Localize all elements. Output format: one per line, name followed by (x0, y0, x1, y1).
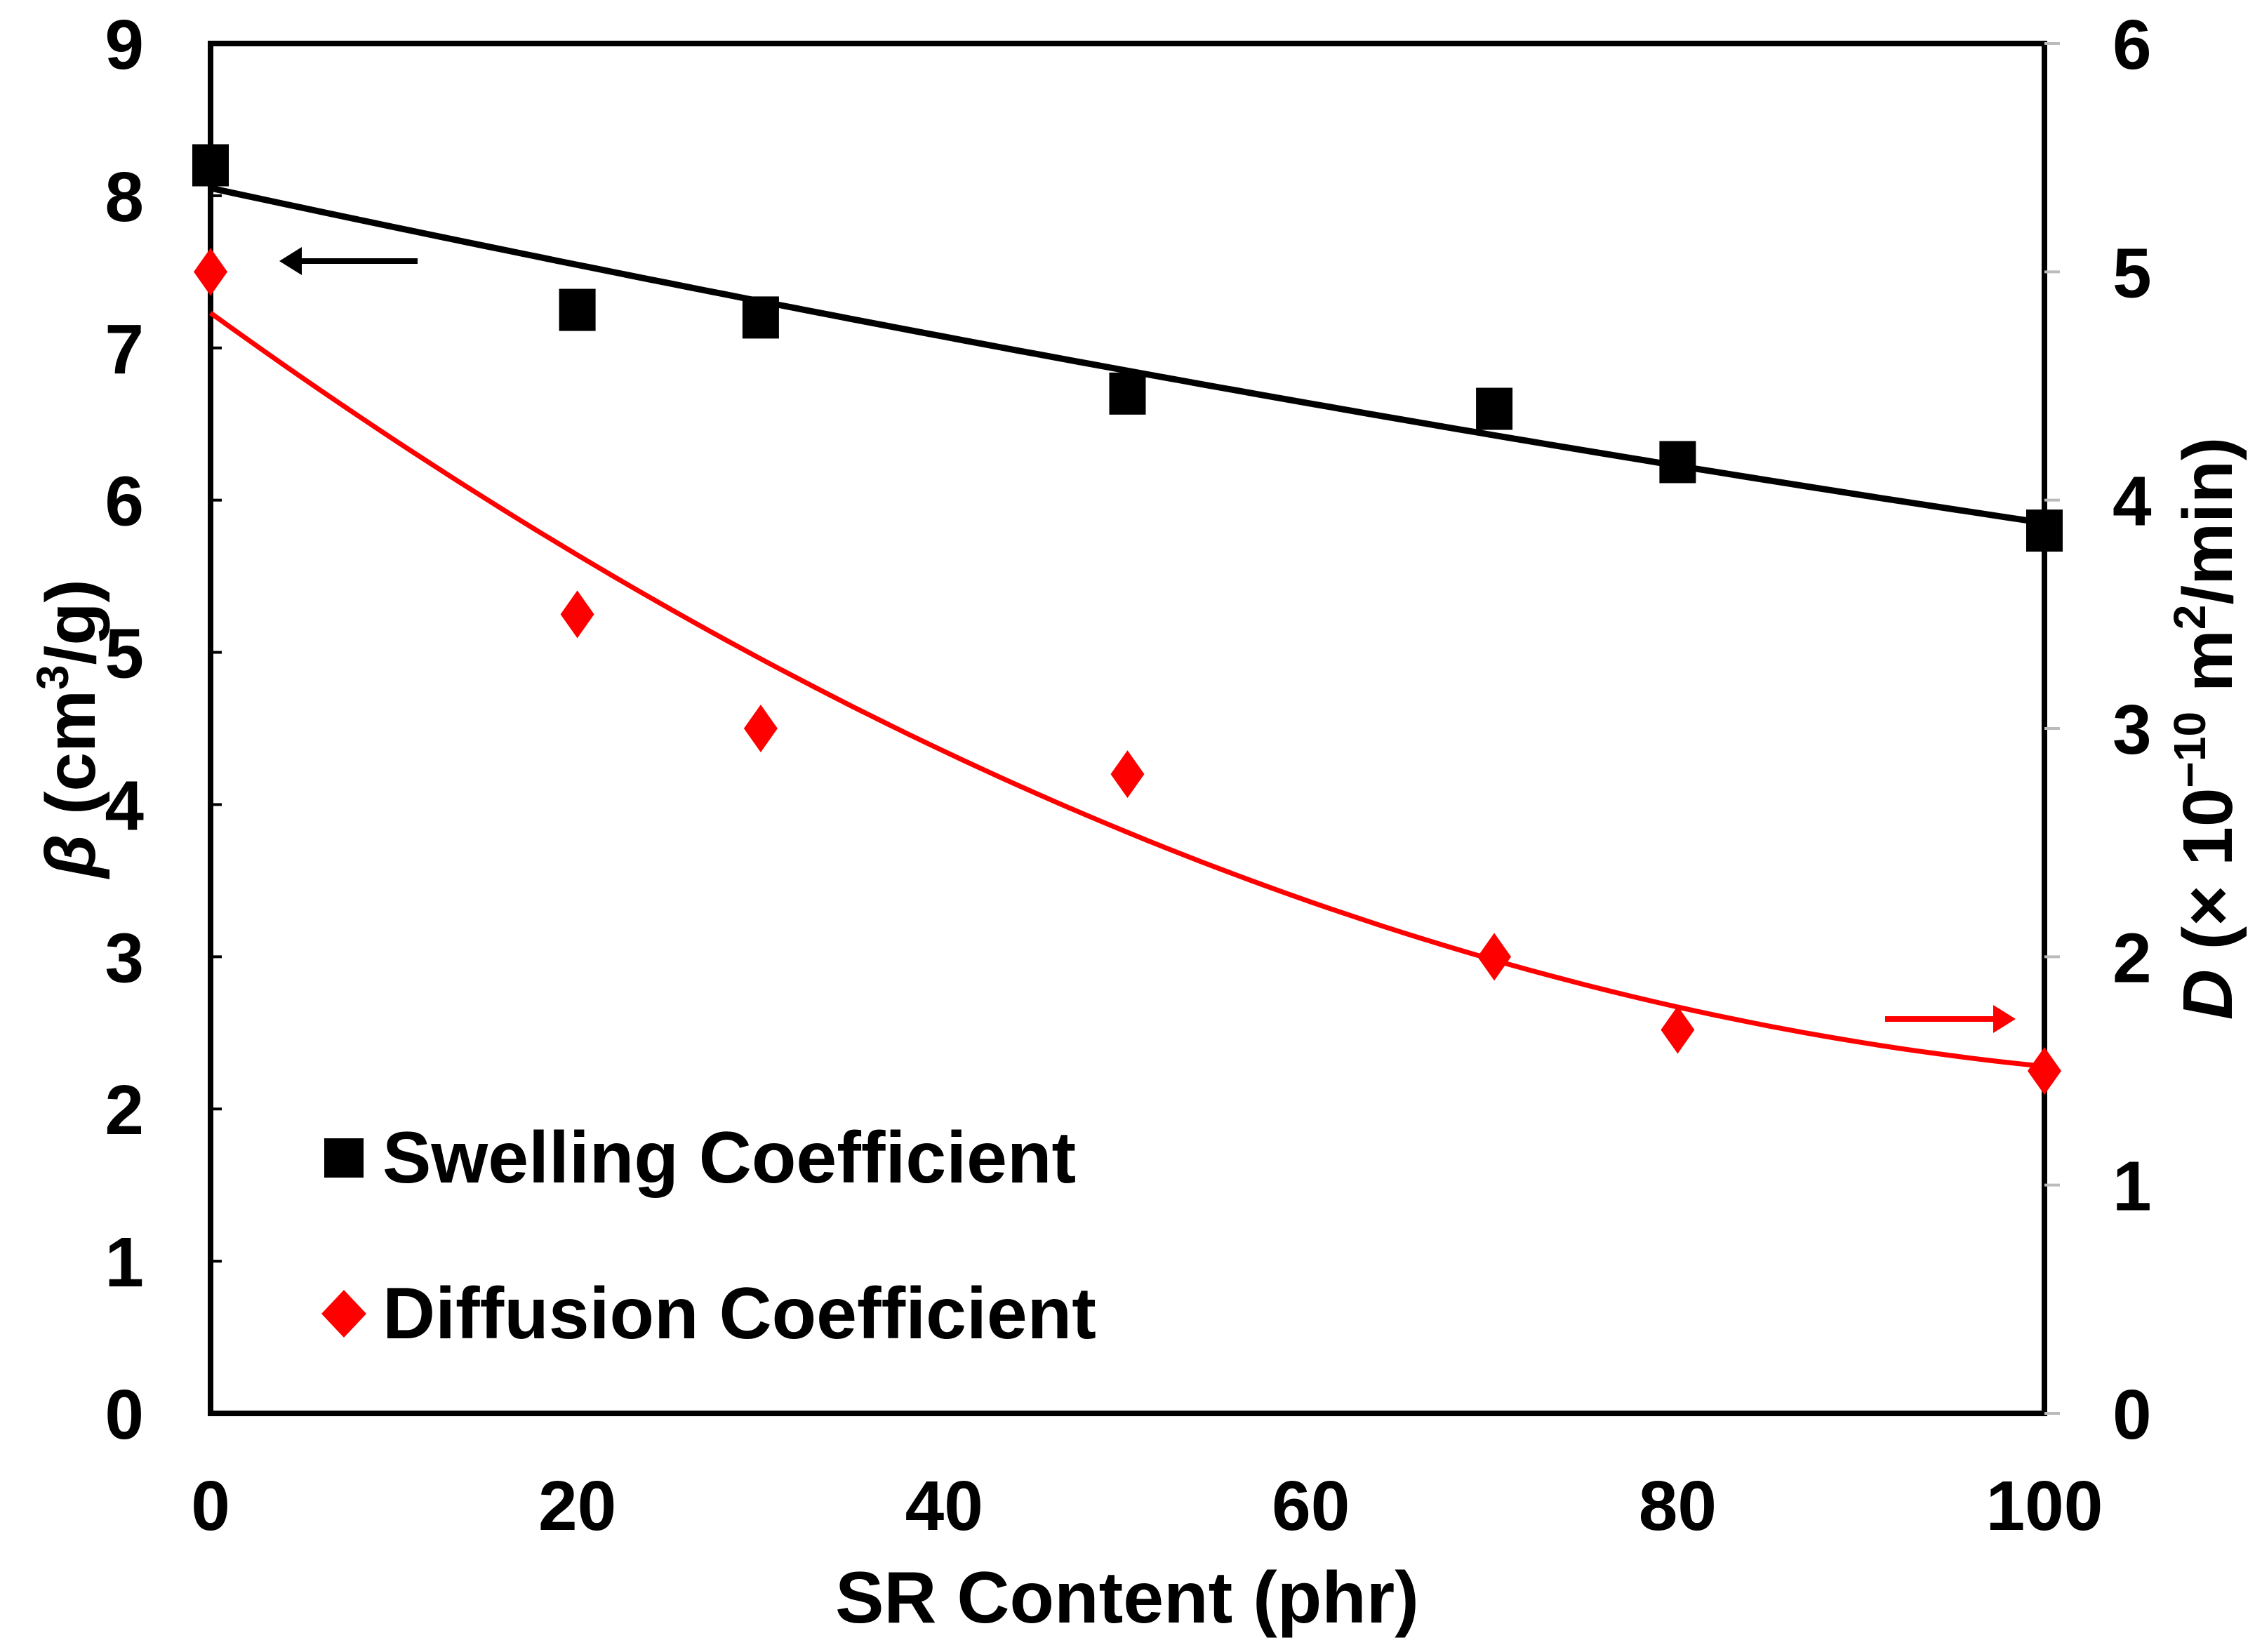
x-tick-label: 100 (1986, 1467, 2103, 1545)
y-left-tick-label: 5 (105, 615, 144, 693)
diffusion-point (1661, 1006, 1695, 1054)
diffusion-point (743, 705, 778, 752)
right-axis-arrow (1885, 1005, 2016, 1033)
swelling-point (2026, 509, 2063, 552)
diffusion-point (1477, 933, 1512, 981)
y-left-tick-label: 1 (105, 1223, 144, 1302)
diffusion-point (1110, 750, 1145, 799)
y-left-tick-label: 2 (105, 1071, 144, 1150)
x-axis-title: SR Content (phr) (835, 1557, 1419, 1639)
x-tick-label: 0 (191, 1467, 230, 1545)
x-tick-label: 80 (1639, 1467, 1717, 1545)
swelling-point (1476, 387, 1513, 430)
y-left-tick-label: 7 (105, 310, 144, 389)
y-right-tick-label: 6 (2113, 6, 2152, 84)
y-right-tick-label: 1 (2113, 1147, 2152, 1226)
swelling-point (742, 296, 779, 339)
swelling-point (1109, 372, 1146, 415)
diffusion-point (2028, 1047, 2061, 1095)
y-left-tick-label: 0 (105, 1375, 144, 1454)
x-tick-label: 60 (1272, 1467, 1350, 1545)
y-right-tick-label: 5 (2113, 234, 2152, 312)
y-right-tick-label: 0 (2113, 1375, 2152, 1454)
left-axis-arrow (279, 247, 418, 275)
diffusion-point (560, 590, 594, 639)
legend-diffusion-marker (321, 1290, 366, 1338)
right-axis-title: D (× 10−10 m2/min) (2164, 437, 2247, 1020)
swelling-point (192, 144, 229, 187)
y-right-tick-label: 3 (2113, 691, 2152, 769)
y-left-tick-label: 8 (105, 158, 144, 237)
legend-swelling-label: Swelling Coefficient (382, 1117, 1076, 1199)
y-right-tick-label: 4 (2113, 462, 2152, 541)
left-axis-title: β (cm3/g) (27, 579, 110, 879)
swelling-point (559, 288, 596, 331)
legend-diffusion-label: Diffusion Coefficient (382, 1273, 1096, 1354)
x-tick-label: 40 (905, 1467, 983, 1545)
y-right-tick-label: 2 (2113, 919, 2152, 997)
y-left-tick-label: 3 (105, 919, 144, 997)
y-left-tick-label: 9 (105, 6, 144, 84)
legend-swelling-marker (324, 1138, 364, 1178)
swelling-point (1659, 441, 1696, 484)
x-tick-label: 20 (538, 1467, 616, 1545)
y-left-tick-label: 6 (105, 462, 144, 541)
diffusion-point (194, 248, 227, 296)
legend: Swelling Coefficient Diffusion Coefficie… (321, 1117, 1096, 1354)
fit-line-diffusion (208, 311, 2045, 1069)
fit-line-swelling (210, 185, 2045, 526)
y-left-tick-label: 4 (105, 766, 144, 845)
